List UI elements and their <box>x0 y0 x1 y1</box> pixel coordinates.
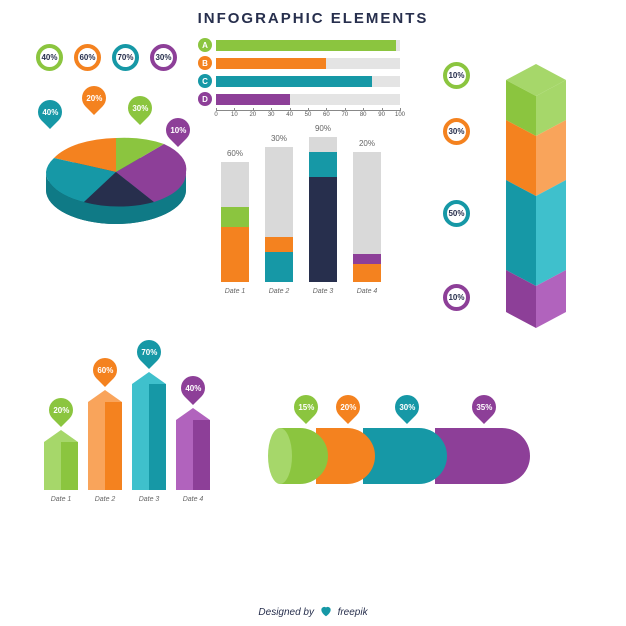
axis-tick-label: 10 <box>231 112 238 118</box>
hbar-letter: D <box>198 92 212 106</box>
vbar-date-label: Date 1 <box>225 288 246 295</box>
vbar-top-label: 20% <box>359 139 375 148</box>
hex-column <box>88 390 122 490</box>
ring-badge: 10% <box>443 62 470 89</box>
vbar-col: 30% Date 2 <box>262 134 296 295</box>
hex-date-label: Date 3 <box>139 496 160 503</box>
hbar-letter: C <box>198 74 212 88</box>
hex-date-label: Date 1 <box>51 496 72 503</box>
hbar-row: A <box>198 38 400 52</box>
ring-badge: 10% <box>443 284 470 311</box>
vbar-col: 60% Date 1 <box>218 149 252 295</box>
axis-tick-label: 0 <box>214 112 217 118</box>
map-pin: 40% <box>176 371 210 405</box>
ring-badge: 60% <box>74 44 101 71</box>
vbar-track <box>353 152 381 282</box>
ring-badge: 30% <box>443 118 470 145</box>
footer-prefix: Designed by <box>258 607 314 618</box>
vbar-col: 20% Date 4 <box>350 139 384 295</box>
axis-tick-label: 70 <box>341 112 348 118</box>
horizontal-bars: ABCD 0102030405060708090100 <box>198 38 400 122</box>
axis-tick-label: 30 <box>268 112 275 118</box>
hbar-fill <box>216 94 290 105</box>
hex-column <box>176 408 210 490</box>
ring-badge: 70% <box>112 44 139 71</box>
axis-tick-label: 40 <box>286 112 293 118</box>
vbar-track <box>265 147 293 282</box>
heart-icon <box>319 604 333 618</box>
axis-tick-label: 20 <box>249 112 256 118</box>
footer-brand: freepik <box>338 607 368 618</box>
map-pin: 60% <box>88 353 122 387</box>
hex-column <box>44 430 78 490</box>
horizontal-cylinder <box>280 428 540 494</box>
vertical-bars: 60%Date 130%Date 290%Date 320%Date 4 <box>218 145 398 295</box>
cylinder-cap <box>268 428 292 484</box>
hbar-row: C <box>198 74 400 88</box>
hbar-letter: A <box>198 38 212 52</box>
map-pin: 20% <box>77 81 111 115</box>
ring-badge: 40% <box>36 44 63 71</box>
ring-badge: 50% <box>443 200 470 227</box>
vbar-track <box>221 162 249 282</box>
footer-credit: Designed by freepik <box>0 604 626 618</box>
map-pin: 35% <box>467 390 501 424</box>
map-pin: 30% <box>123 91 157 125</box>
cylinder-segment <box>435 428 530 484</box>
axis-tick-label: 60 <box>323 112 330 118</box>
pie-3d <box>44 122 188 222</box>
map-pin: 20% <box>44 393 78 427</box>
hbar-fill <box>216 58 326 69</box>
axis-tick-label: 90 <box>378 112 385 118</box>
hbar-row: D <box>198 92 400 106</box>
hex-date-label: Date 4 <box>183 496 204 503</box>
hbar-track <box>216 58 400 69</box>
vbar-top-label: 90% <box>315 124 331 133</box>
hbar-track <box>216 40 400 51</box>
vbar-top-label: 60% <box>227 149 243 158</box>
hex-date-label: Date 2 <box>95 496 116 503</box>
isometric-tower <box>478 50 598 310</box>
hex-column <box>132 372 166 490</box>
vbar-date-label: Date 4 <box>357 288 378 295</box>
hbar-letter: B <box>198 56 212 70</box>
map-pin: 30% <box>390 390 424 424</box>
hbar-axis: 0102030405060708090100 <box>216 110 400 122</box>
page-title: INFOGRAPHIC ELEMENTS <box>0 10 626 27</box>
vbar-col: 90% Date 3 <box>306 124 340 295</box>
vbar-top-label: 30% <box>271 134 287 143</box>
hbar-fill <box>216 76 372 87</box>
map-pin: 20% <box>331 390 365 424</box>
map-pin: 70% <box>132 335 166 369</box>
ring-badge: 30% <box>150 44 177 71</box>
cylinder-segment <box>363 428 446 484</box>
map-pin: 15% <box>289 390 323 424</box>
axis-tick-label: 50 <box>305 112 312 118</box>
vbar-date-label: Date 2 <box>269 288 290 295</box>
hbar-track <box>216 76 400 87</box>
hbar-fill <box>216 40 396 51</box>
axis-tick-label: 100 <box>395 112 405 118</box>
hbar-row: B <box>198 56 400 70</box>
axis-tick-label: 80 <box>360 112 367 118</box>
vbar-track <box>309 137 337 282</box>
hbar-track <box>216 94 400 105</box>
vbar-date-label: Date 3 <box>313 288 334 295</box>
